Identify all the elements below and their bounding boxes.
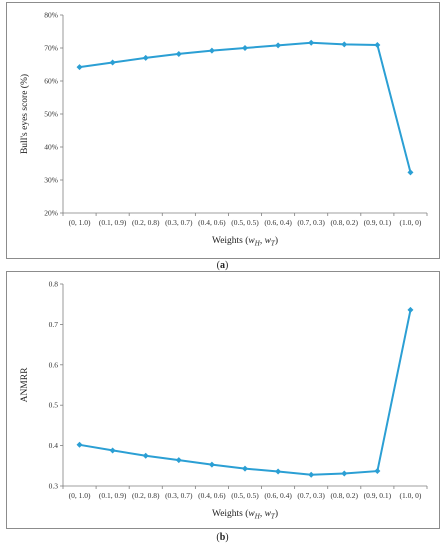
x-tick-label: (0.5, 0.5) [231, 491, 259, 500]
series-line [79, 309, 412, 476]
y-tick-label: 50% [44, 110, 58, 119]
x-axis-title-part: , [260, 236, 265, 246]
x-tick-label: (0, 1.0) [69, 218, 91, 227]
line-chart-a: 20% 30% 40% 50% 60% 70% 80% (0, 1.0) (0.1, 0.9) (… [19, 11, 428, 248]
x-tick-label: (0.4, 0.6) [198, 491, 226, 500]
data-point [275, 42, 282, 49]
x-tick-label: (0.8, 0.2) [331, 218, 359, 227]
series-line [79, 41, 412, 173]
data-point [142, 452, 149, 459]
x-axis-title-part: w [265, 509, 272, 519]
x-axis-title-part: H [254, 513, 261, 521]
y-tick-label: 70% [44, 44, 58, 53]
data-point [374, 468, 381, 475]
x-axis-title-part: T [271, 240, 276, 248]
x-tick-label: (0.9, 0.1) [364, 491, 392, 500]
x-tick-label: (0.3, 0.7) [165, 491, 193, 500]
data-point [76, 64, 83, 71]
caption-a-open: ( [216, 260, 220, 271]
x-tick-label: (0.3, 0.7) [165, 218, 193, 227]
y-tick-label: 40% [44, 143, 58, 152]
x-tick-label: (0.4, 0.6) [198, 218, 226, 227]
data-point [374, 42, 381, 49]
y-tick-label: 0.4 [49, 441, 59, 450]
caption-a: (a) [0, 260, 445, 271]
y-tick-label: 20% [44, 209, 58, 218]
data-point [275, 468, 282, 475]
caption-a-letter: a [220, 260, 225, 271]
x-tick-label: (0.9, 0.1) [364, 218, 392, 227]
x-axis-title-part: ) [275, 235, 278, 246]
x-axis-title-part: Weights ( [212, 508, 248, 519]
x-axis-title-part: H [254, 240, 261, 248]
x-tick-label: (0.7, 0.3) [297, 218, 325, 227]
x-axis-title-part: T [271, 513, 276, 521]
y-tick-label: 60% [44, 77, 58, 86]
y-tick-label: 0.8 [49, 280, 59, 289]
x-axis-title-part: w [248, 509, 255, 519]
data-point [109, 447, 116, 454]
chart-panel-a: 20% 30% 40% 50% 60% 70% 80% (0, 1.0) (0.1, 0.9) (… [6, 2, 440, 259]
data-point [76, 441, 83, 448]
x-tick-label: (0.2, 0.8) [132, 218, 160, 227]
y-axis-title: ANMRR [20, 367, 30, 403]
data-point [208, 47, 215, 54]
caption-a-close: ) [225, 260, 229, 271]
x-tick-label: (0.6, 0.4) [264, 218, 292, 227]
x-axis-title-part: Weights ( [212, 235, 248, 246]
x-axis-title: Weights (wH, wT) [212, 235, 278, 248]
data-point [242, 465, 248, 472]
x-tick-label: (0.7, 0.3) [297, 491, 325, 500]
x-axis-title-part: w [265, 236, 272, 246]
x-tick-label: (0.2, 0.8) [132, 491, 160, 500]
data-point [407, 169, 414, 176]
caption-b-letter: b [219, 532, 226, 543]
y-tick-label: 30% [44, 176, 58, 185]
x-tick-label: (1.0, 0) [400, 491, 422, 500]
data-point [407, 306, 414, 313]
x-tick-label: (0.5, 0.5) [231, 218, 259, 227]
data-point [109, 59, 116, 66]
x-axis-title-part: ) [275, 508, 278, 519]
x-tick-label: (1.0, 0) [400, 218, 422, 227]
data-point [341, 41, 348, 48]
data-point [341, 470, 348, 477]
data-point [242, 45, 248, 51]
caption-b-open: ( [216, 532, 220, 543]
y-axis-title: Bull's eyes score (%) [19, 74, 30, 154]
data-point [308, 39, 315, 46]
caption-b-close: ) [225, 532, 229, 543]
x-tick-label: (0, 1.0) [69, 491, 91, 500]
data-point [175, 457, 182, 464]
x-tick-label: (0.1, 0.9) [99, 491, 127, 500]
y-tick-label: 0.5 [49, 401, 59, 410]
x-axis-title-part: , [260, 509, 265, 519]
data-point [208, 461, 215, 468]
y-tick-label: 0.3 [49, 482, 59, 491]
x-axis-title: Weights (wH, wT) [212, 508, 278, 521]
line-chart-b: 0.3 0.4 0.5 0.6 0.7 0.8 (0, 1.0) (0.1, 0.9) (0.2… [20, 280, 428, 521]
caption-b: (b) [0, 532, 445, 543]
x-tick-label: (0.8, 0.2) [331, 491, 359, 500]
y-tick-label: 0.7 [49, 320, 59, 329]
data-point [142, 54, 149, 61]
data-point [308, 471, 315, 478]
chart-panel-b: 0.3 0.4 0.5 0.6 0.7 0.8 (0, 1.0) (0.1, 0.9) (0.2… [6, 271, 440, 529]
y-tick-label: 0.6 [49, 360, 59, 369]
data-point [175, 50, 182, 57]
y-tick-label: 80% [44, 11, 58, 20]
x-tick-label: (0.1, 0.9) [99, 218, 127, 227]
x-axis-title-part: w [248, 236, 255, 246]
x-tick-label: (0.6, 0.4) [264, 491, 292, 500]
